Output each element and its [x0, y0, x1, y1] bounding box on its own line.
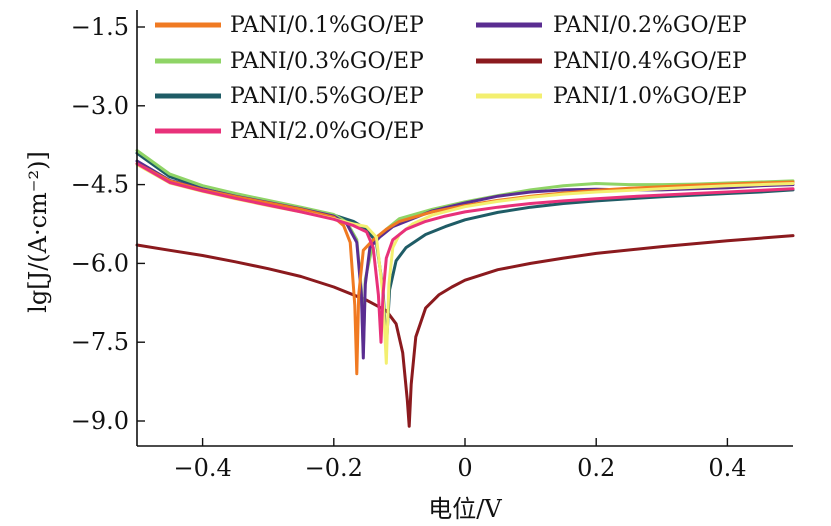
- x-tick-label: 0: [457, 454, 472, 482]
- x-tick-label: −0.2: [305, 454, 363, 482]
- legend-label: PANI/2.0%GO/EP: [230, 119, 424, 144]
- legend-label: PANI/1.0%GO/EP: [553, 84, 747, 109]
- series-layer: [135, 149, 795, 428]
- legend-label: PANI/0.3%GO/EP: [230, 49, 424, 74]
- y-tick-label: −6.0: [71, 249, 129, 277]
- y-tick-label: −4.5: [71, 171, 129, 199]
- series-line: [135, 159, 795, 360]
- x-tick-label: 0.2: [577, 454, 615, 482]
- series-line: [135, 149, 795, 355]
- series-line: [135, 162, 795, 344]
- y-tick-label: −7.5: [71, 328, 129, 356]
- x-tick-label: −0.4: [173, 454, 231, 482]
- y-tick-label: −9.0: [71, 407, 129, 435]
- y-axis-title: lg[J/(A·cm⁻²)]: [24, 151, 52, 313]
- y-tick-label: −1.5: [71, 13, 129, 41]
- series-line: [135, 162, 795, 376]
- x-tick-label: 0.4: [708, 454, 746, 482]
- x-ticks: −0.4 −0.2 0 0.2 0.4: [173, 438, 746, 482]
- legend: PANI/0.1%GO/EP PANI/0.3%GO/EP PANI/0.5%GO/…: [155, 13, 747, 144]
- axes: [136, 10, 793, 447]
- series-line: [135, 234, 795, 428]
- legend-label: PANI/0.5%GO/EP: [230, 84, 424, 109]
- series-line: [135, 151, 795, 349]
- legend-label: PANI/0.1%GO/EP: [230, 13, 424, 38]
- y-ticks: −1.5 −3.0 −4.5 −6.0 −7.5 −9.0: [71, 13, 145, 435]
- legend-label: PANI/0.4%GO/EP: [553, 49, 747, 74]
- x-axis-title: 电位/V: [428, 495, 502, 523]
- y-tick-label: −3.0: [71, 92, 129, 120]
- legend-label: PANI/0.2%GO/EP: [553, 13, 747, 38]
